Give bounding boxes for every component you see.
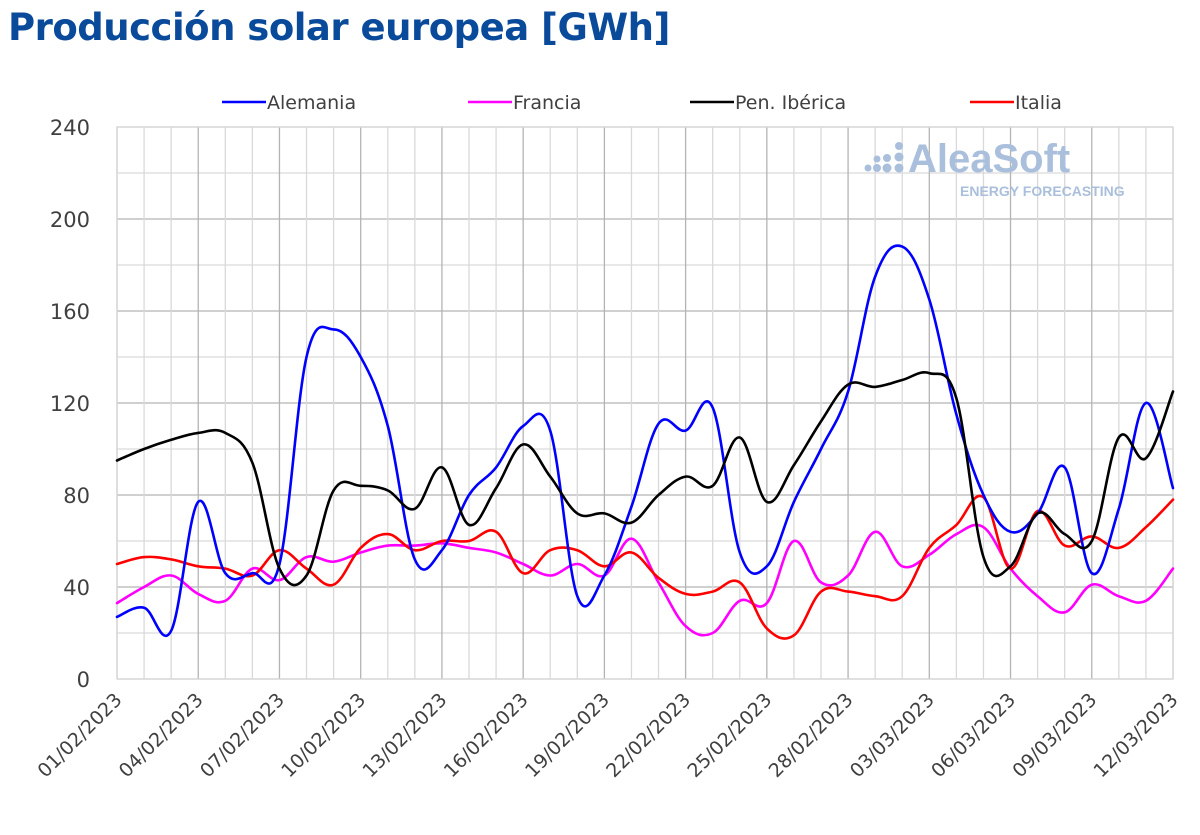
x-tick-label: 04/02/2023 xyxy=(115,689,208,782)
legend-label: Italia xyxy=(1015,92,1062,114)
x-tick-label: 13/02/2023 xyxy=(358,689,451,782)
y-axis-ticks: 0 40 80 120 160 200 240 xyxy=(50,116,90,692)
aleasoft-watermark: AleaSoft ENERGY FORECASTING xyxy=(864,137,1125,199)
x-tick-label: 07/02/2023 xyxy=(196,689,289,782)
series-lines xyxy=(115,244,1175,640)
x-tick-label: 09/03/2023 xyxy=(1008,689,1101,782)
series-line-francia xyxy=(115,523,1175,637)
x-tick-label: 19/02/2023 xyxy=(521,689,614,782)
x-tick-label: 16/02/2023 xyxy=(440,689,533,782)
series-line-alemania xyxy=(115,244,1175,638)
x-tick-label: 06/03/2023 xyxy=(927,689,1020,782)
x-tick-label: 22/02/2023 xyxy=(602,689,695,782)
x-tick-label: 28/02/2023 xyxy=(765,689,858,782)
series-line-pen-ib-rica xyxy=(115,371,1175,587)
legend-label: Francia xyxy=(513,92,581,114)
x-tick-label: 10/02/2023 xyxy=(277,689,370,782)
x-tick-label: 12/03/2023 xyxy=(1090,689,1183,782)
x-tick-label: 03/03/2023 xyxy=(846,689,939,782)
y-tick-label: 240 xyxy=(50,116,90,140)
legend-label: Alemania xyxy=(267,92,356,114)
y-tick-label: 0 xyxy=(77,668,90,692)
plot-area-border xyxy=(116,126,1174,680)
legend-item-alemania: Alemania xyxy=(222,92,356,114)
watermark-brand: AleaSoft xyxy=(908,137,1070,181)
x-axis-ticks: 01/02/202304/02/202307/02/202310/02/2023… xyxy=(34,689,1183,782)
legend-item-pen-ib-rica: Pen. Ibérica xyxy=(690,92,846,114)
y-tick-label: 160 xyxy=(50,300,90,324)
grid xyxy=(116,126,1174,680)
watermark-tagline: ENERGY FORECASTING xyxy=(960,183,1125,199)
x-tick-label: 25/02/2023 xyxy=(683,689,776,782)
legend-label: Pen. Ibérica xyxy=(735,92,846,114)
aleasoft-dots-icon xyxy=(864,142,904,173)
legend-item-italia: Italia xyxy=(970,92,1062,114)
y-tick-label: 120 xyxy=(50,392,90,416)
x-tick-label: 01/02/2023 xyxy=(34,689,127,782)
y-tick-label: 200 xyxy=(50,208,90,232)
y-tick-label: 80 xyxy=(63,484,90,508)
series-line-italia xyxy=(115,494,1175,640)
legend-item-francia: Francia xyxy=(468,92,581,114)
y-tick-label: 40 xyxy=(63,576,90,600)
legend: Alemania Francia Pen. Ibérica Italia xyxy=(222,92,1062,114)
chart-title: Producción solar europea [GWh] xyxy=(8,6,670,49)
